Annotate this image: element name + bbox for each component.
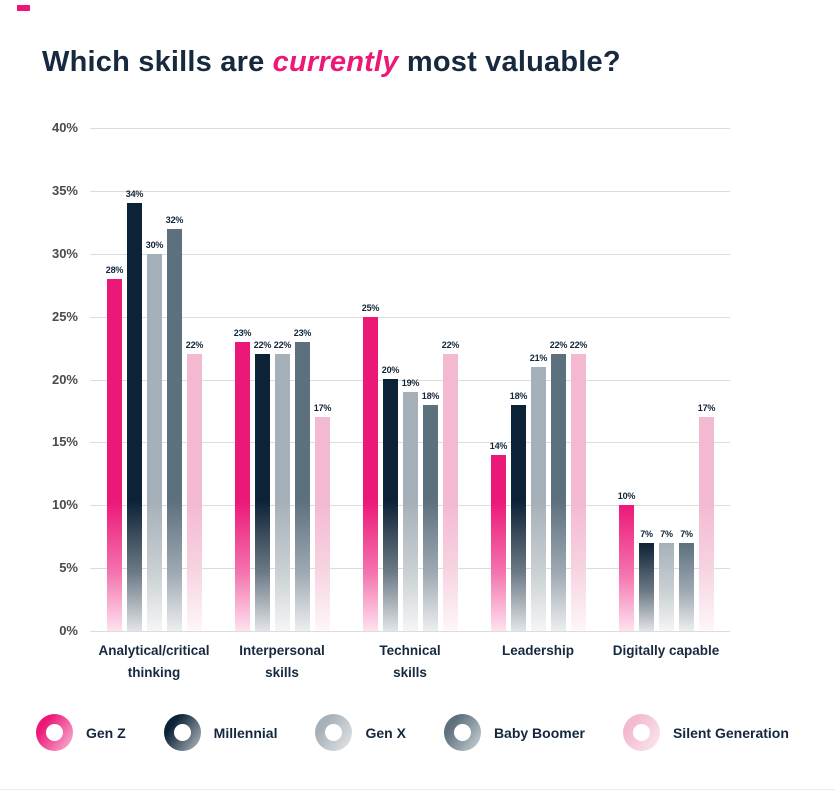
x-axis-category-label: Technical skills <box>379 643 441 680</box>
y-axis-tick-label: 0% <box>59 623 78 638</box>
bar-value-label: 7% <box>660 529 673 539</box>
legend-item: Silent Generation <box>622 714 789 751</box>
x-axis-category-label: Analytical/critical thinking <box>98 643 210 680</box>
bottom-divider <box>0 789 835 790</box>
bar-value-label: 14% <box>489 441 508 451</box>
y-axis-tick-label: 40% <box>51 120 78 135</box>
bar-value-label: 22% <box>253 340 272 350</box>
bar-value-label: 34% <box>125 189 144 199</box>
bar-value-label: 22% <box>185 340 204 350</box>
legend-swatch-ring <box>622 714 660 751</box>
bar-millennial-5 <box>639 543 654 631</box>
y-axis-tick-label: 35% <box>51 182 78 198</box>
gridline <box>90 128 730 129</box>
bar-chart: 0% 5% 10% 15% 20% 25% 30% 35% 40% 28% 34% 30% 32% 22%… <box>51 120 730 680</box>
page-title: Which skills are currently most valuable… <box>42 44 802 80</box>
legend-item: Gen Z <box>36 714 126 751</box>
bar-value-label: 7% <box>680 529 693 539</box>
y-axis-tick-label: 30% <box>51 245 78 261</box>
bar-value-label: 23% <box>293 328 312 338</box>
legend-swatch-ring <box>315 714 353 751</box>
legend-label: Millennial <box>213 724 278 741</box>
legend-item: Millennial <box>163 714 278 751</box>
legend-swatch-hole <box>632 724 650 741</box>
y-axis-tick-label: 20% <box>51 371 78 387</box>
legend-swatch-hole <box>173 724 191 741</box>
bar-gen-z-5 <box>619 505 634 631</box>
bar-gen-z-2 <box>235 342 250 631</box>
bar-value-label: 22% <box>569 340 588 350</box>
bar-silent-generation-3 <box>443 354 458 631</box>
bar-gen-x-4 <box>531 367 546 631</box>
gridline <box>90 253 730 255</box>
bar-value-label: 18% <box>509 391 528 401</box>
legend-label: Gen Z <box>86 724 126 741</box>
x-axis-category-label: Interpersonal skills <box>239 643 325 680</box>
y-axis-tick-label: 5% <box>59 560 78 576</box>
x-axis-category-label: Leadership <box>501 643 575 658</box>
x-axis-category-label: Digitally capable <box>612 643 720 658</box>
bar-baby-boomer-4 <box>551 354 566 631</box>
bar-baby-boomer-1 <box>167 229 182 631</box>
bar-gen-z-1 <box>107 279 122 631</box>
gridline <box>90 190 730 192</box>
bar-silent-generation-5 <box>699 417 714 631</box>
bar-gen-z-4 <box>491 455 506 631</box>
chart-legend: Gen Z Millennial Gen X Baby Boomer Silent Ge… <box>36 714 789 751</box>
bar-gen-x-5 <box>659 543 674 631</box>
bar-millennial-2 <box>255 354 270 631</box>
gridline <box>90 379 730 381</box>
bar-value-label: 18% <box>421 391 440 401</box>
title-prefix: Which skills are <box>42 46 273 78</box>
page-corner-accent <box>17 5 30 11</box>
y-axis-tick-label: 25% <box>51 308 78 324</box>
title-highlight: currently <box>272 46 399 78</box>
bar-value-label: 25% <box>361 303 380 313</box>
legend-swatch-hole <box>453 724 471 741</box>
bar-value-label: 21% <box>529 353 548 363</box>
bar-silent-generation-1 <box>187 354 202 631</box>
bar-value-label: 7% <box>640 529 653 539</box>
bar-gen-x-2 <box>275 354 290 631</box>
gridline <box>90 316 730 318</box>
bar-baby-boomer-5 <box>679 543 694 631</box>
bar-value-label: 17% <box>313 403 332 413</box>
bar-value-label: 10% <box>617 491 636 501</box>
legend-label: Gen X <box>365 724 406 741</box>
legend-item: Baby Boomer <box>443 714 585 751</box>
bar-value-label: 19% <box>401 378 420 388</box>
bar-silent-generation-2 <box>315 417 330 631</box>
bar-value-label: 22% <box>273 340 292 350</box>
gridline <box>90 631 730 632</box>
bar-value-label: 28% <box>105 265 124 275</box>
title-suffix: most valuable? <box>398 46 621 78</box>
bar-millennial-3 <box>383 379 398 631</box>
legend-swatch-hole <box>325 724 343 741</box>
bar-baby-boomer-2 <box>295 342 310 631</box>
bar-value-label: 17% <box>697 403 716 413</box>
bar-millennial-4 <box>511 405 526 631</box>
bar-value-label: 22% <box>441 340 460 350</box>
bar-value-label: 22% <box>549 340 568 350</box>
legend-swatch-ring <box>36 714 73 751</box>
bar-gen-x-1 <box>147 254 162 631</box>
legend-swatch-ring <box>163 714 201 751</box>
bar-gen-z-3 <box>363 317 378 631</box>
legend-item: Gen X <box>315 714 406 751</box>
legend-label: Baby Boomer <box>493 724 585 741</box>
bar-gen-x-3 <box>403 392 418 631</box>
bar-value-label: 32% <box>165 215 184 225</box>
bar-value-label: 30% <box>145 240 164 250</box>
y-axis-tick-label: 10% <box>51 497 78 513</box>
bar-silent-generation-4 <box>571 354 586 631</box>
legend-swatch-hole <box>46 724 63 741</box>
bar-value-label: 23% <box>233 328 252 338</box>
bar-baby-boomer-3 <box>423 405 438 631</box>
bar-millennial-1 <box>127 203 142 631</box>
legend-label: Silent Generation <box>672 724 789 741</box>
y-axis-tick-label: 15% <box>51 434 78 450</box>
legend-swatch-ring <box>443 714 481 751</box>
bar-value-label: 20% <box>381 365 400 375</box>
